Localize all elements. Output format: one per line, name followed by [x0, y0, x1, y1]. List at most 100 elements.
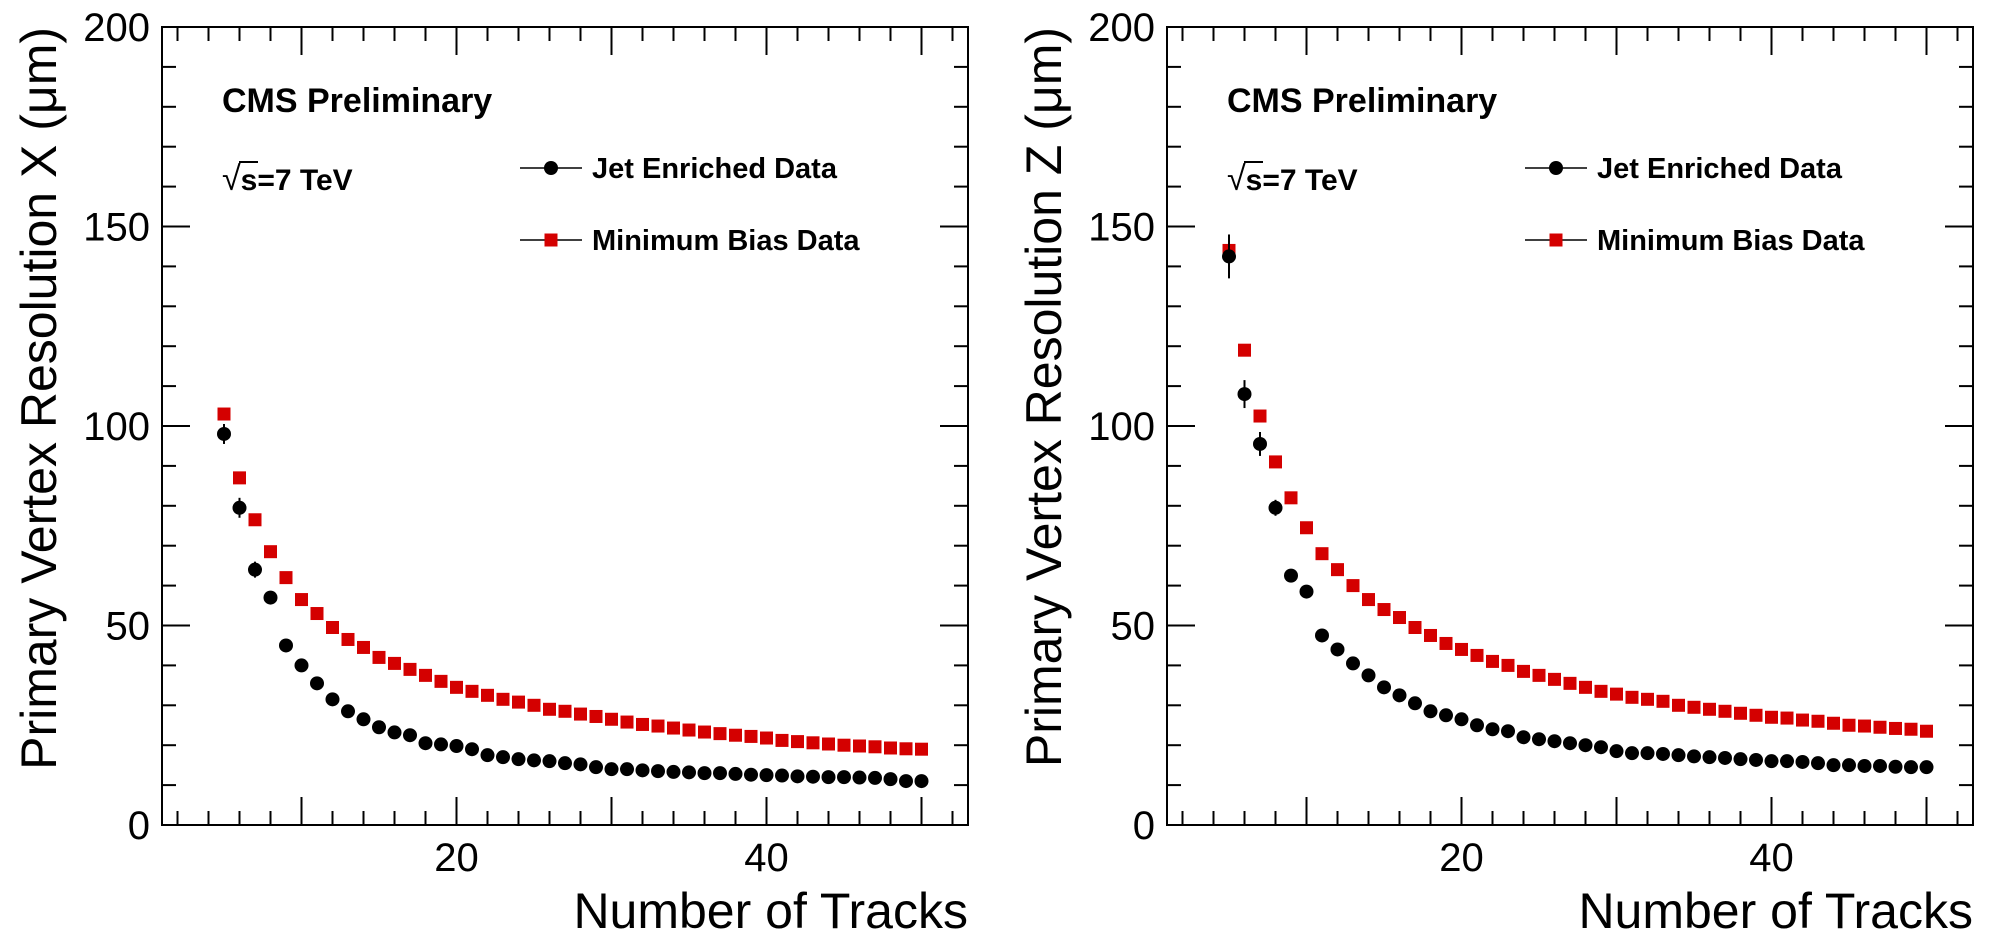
data-point-minimum-bias — [744, 729, 758, 743]
x-axis-title: Number of Tracks — [1578, 883, 1973, 939]
data-point-minimum-bias — [496, 692, 510, 706]
data-point-minimum-bias — [1579, 680, 1592, 694]
data-point-jet-enriched — [1454, 712, 1469, 727]
energy-value: s=7 TeV — [241, 164, 353, 197]
data-point-jet-enriched — [1299, 584, 1314, 599]
y-tick-label: 0 — [128, 804, 150, 848]
data-point-jet-enriched — [310, 676, 324, 691]
data-point-minimum-bias — [667, 721, 680, 735]
legend-label: Minimum Bias Data — [592, 225, 860, 257]
data-point-jet-enriched — [372, 720, 386, 735]
y-tick-label: 0 — [1133, 804, 1155, 848]
data-point-jet-enriched — [713, 766, 727, 781]
data-point-jet-enriched — [1532, 732, 1546, 747]
data-point-jet-enriched — [480, 748, 495, 763]
data-point-jet-enriched — [263, 590, 278, 605]
data-point-minimum-bias — [1269, 455, 1282, 469]
data-point-minimum-bias — [1889, 721, 1902, 735]
y-tick-label: 100 — [83, 405, 150, 449]
data-point-jet-enriched — [1857, 758, 1872, 773]
data-point-jet-enriched — [465, 742, 479, 757]
x-tick-label: 40 — [744, 836, 789, 880]
data-point-minimum-bias — [1703, 702, 1716, 716]
data-point-minimum-bias — [1765, 710, 1778, 724]
data-point-minimum-bias — [527, 698, 541, 712]
data-point-minimum-bias — [310, 607, 324, 621]
data-point-minimum-bias — [1300, 521, 1313, 535]
data-point-minimum-bias — [1842, 718, 1856, 732]
data-point-jet-enriched — [1733, 752, 1748, 767]
data-point-jet-enriched — [1702, 750, 1717, 765]
data-point-minimum-bias — [1253, 409, 1267, 423]
data-point-jet-enriched — [1315, 628, 1329, 643]
data-point-jet-enriched — [837, 770, 851, 785]
data-point-minimum-bias — [915, 742, 928, 756]
data-point-jet-enriched — [542, 754, 557, 769]
data-point-minimum-bias — [868, 740, 882, 754]
data-point-jet-enriched — [1516, 730, 1531, 745]
x-tick-label: 20 — [434, 836, 479, 880]
data-point-jet-enriched — [1671, 748, 1686, 763]
data-point-jet-enriched — [1826, 758, 1841, 773]
data-point-minimum-bias — [574, 707, 587, 721]
data-point-minimum-bias — [512, 695, 525, 709]
data-point-minimum-bias — [1610, 687, 1623, 701]
data-point-minimum-bias — [899, 742, 913, 756]
data-point-minimum-bias — [233, 471, 246, 485]
data-point-minimum-bias — [1501, 658, 1515, 672]
data-point-minimum-bias — [1718, 704, 1732, 718]
data-point-jet-enriched — [1718, 750, 1732, 765]
left-chart-panel: 0 50 100 150 200 20 40 Number of Tracks Primary … — [11, 6, 969, 939]
data-point-jet-enriched — [1268, 500, 1283, 515]
data-point-jet-enriched — [1423, 704, 1438, 719]
y-tick-label: 50 — [1111, 605, 1156, 649]
data-point-jet-enriched — [1687, 749, 1701, 764]
data-point-jet-enriched — [341, 704, 355, 719]
data-point-jet-enriched — [666, 764, 681, 779]
data-point-minimum-bias — [1904, 722, 1918, 736]
data-point-jet-enriched — [604, 762, 619, 777]
legend-label: Minimum Bias Data — [1597, 225, 1865, 257]
x-tick-label: 20 — [1439, 836, 1484, 880]
data-point-jet-enriched — [449, 738, 464, 753]
energy-label: √s=7 TeV — [1227, 160, 1358, 198]
data-point-minimum-bias — [853, 739, 866, 753]
data-point-jet-enriched — [1237, 387, 1252, 402]
legend-marker-square — [544, 233, 558, 247]
data-point-jet-enriched — [1346, 656, 1360, 671]
data-point-minimum-bias — [1687, 700, 1701, 714]
data-point-minimum-bias — [1734, 706, 1747, 720]
legend-marker-circle — [1549, 161, 1563, 175]
data-point-jet-enriched — [1811, 756, 1825, 771]
data-point-minimum-bias — [419, 668, 432, 682]
data-point-jet-enriched — [1284, 568, 1298, 583]
data-point-minimum-bias — [1238, 343, 1251, 357]
data-point-minimum-bias — [775, 733, 789, 747]
data-point-minimum-bias — [636, 717, 649, 731]
data-point-jet-enriched — [620, 762, 634, 777]
legend-marker-square — [1549, 233, 1563, 247]
x-axis-title: Number of Tracks — [573, 883, 968, 939]
y-tick-label: 50 — [106, 605, 151, 649]
data-point-minimum-bias — [1455, 642, 1468, 656]
data-point-jet-enriched — [635, 763, 650, 778]
data-point-minimum-bias — [1672, 698, 1685, 712]
data-point-minimum-bias — [729, 728, 742, 742]
data-point-minimum-bias — [1315, 547, 1329, 561]
data-point-minimum-bias — [326, 620, 339, 634]
data-point-minimum-bias — [651, 719, 665, 733]
data-point-jet-enriched — [1904, 760, 1918, 775]
data-point-jet-enriched — [1780, 754, 1794, 769]
data-point-minimum-bias — [434, 674, 448, 688]
data-point-jet-enriched — [1919, 760, 1934, 775]
data-point-jet-enriched — [1625, 746, 1639, 761]
right-chart-panel: 0 50 100 150 200 20 40 Number of Tracks Primary … — [1005, 0, 2010, 950]
data-point-minimum-bias — [217, 407, 231, 421]
data-point-minimum-bias — [372, 650, 386, 664]
sqrt-symbol: √ — [1227, 160, 1246, 198]
cms-preliminary-label: CMS Preliminary — [1227, 82, 1497, 120]
data-point-minimum-bias — [295, 593, 308, 607]
data-point-minimum-bias — [543, 702, 556, 716]
data-point-jet-enriched — [279, 638, 293, 653]
data-point-jet-enriched — [883, 772, 898, 787]
